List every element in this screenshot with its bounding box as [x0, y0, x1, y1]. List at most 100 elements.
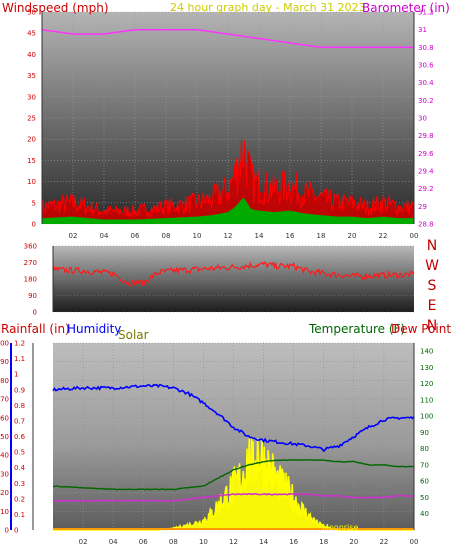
compass-label: E — [428, 298, 437, 314]
moonrise-label: Moonrise — [322, 523, 358, 532]
solar-area — [53, 437, 414, 530]
temp-tick-label: 80 — [420, 445, 429, 453]
dew-point-line — [52, 492, 415, 503]
barometer-tick-label: 30.4 — [418, 79, 434, 87]
barometer-tick-label: 30.8 — [418, 44, 434, 52]
temp-tick-label: 110 — [420, 396, 433, 404]
barometer-tick-label: 30.2 — [418, 97, 434, 105]
temp-tick-label: 50 — [420, 494, 429, 502]
direction-tick-label: 0 — [33, 309, 37, 317]
pct-tick-label: 30 — [0, 470, 9, 478]
temp-grid — [53, 342, 415, 531]
temp-x-tick-label: 04 — [109, 538, 118, 546]
wind-y-tick-label: 0 — [32, 221, 36, 229]
rain-tick-label: 0.3 — [14, 480, 25, 488]
rain-tick-label: 0.5 — [14, 449, 25, 457]
wind-x-tick-label: 10 — [193, 232, 202, 240]
wind-x-tick-label: 14 — [255, 232, 264, 240]
pct-tick-label: 80 — [0, 377, 9, 385]
temp-axis-ticks: 02 04 06 08 10 12 14 16 18 20 22 000102030405060708… — [0, 340, 433, 547]
barometer-tick-label: 29.4 — [418, 168, 434, 176]
wind-y-tick-label: 5 — [32, 199, 36, 207]
temp-x-tick-label: 22 — [379, 538, 388, 546]
temp-x-tick-label: 02 — [79, 538, 88, 546]
temperature-axis-title: Temperature (F) — [308, 322, 405, 336]
pct-tick-label: 90 — [0, 358, 9, 366]
pct-tick-label: 70 — [0, 396, 9, 404]
windspeed-axis-title: Windspeed (mph) — [2, 1, 109, 15]
barometer-tick-label: 29 — [418, 203, 427, 211]
wind-x-tick-label: 06 — [131, 232, 140, 240]
temp-tick-label: 120 — [420, 380, 433, 388]
wind-gust-area — [42, 139, 414, 224]
rain-tick-label: 0.1 — [14, 511, 25, 519]
compass-label: S — [428, 278, 437, 294]
wind-y-tick-label: 10 — [27, 178, 36, 186]
rain-tick-label: 0.2 — [14, 495, 25, 503]
humidity-axis-title: Humidity — [67, 322, 121, 336]
temp-x-tick-label: 16 — [289, 538, 298, 546]
temp-x-tick-label: 18 — [319, 538, 328, 546]
wind-x-tick-label: 18 — [317, 232, 326, 240]
wind-axis-ticks: 02 04 06 08 10 12 14 16 18 20 22 000510152025303540… — [27, 9, 434, 241]
wind-y-tick-label: 50 — [27, 9, 36, 17]
temp-tick-label: 60 — [420, 478, 429, 486]
rainfall-axis-title: Rainfall (in) — [1, 322, 70, 336]
pct-tick-label: 20 — [0, 489, 9, 497]
wind-direction-line — [52, 260, 415, 287]
temp-x-tick-label: 12 — [229, 538, 238, 546]
temp-tick-label: 130 — [420, 364, 433, 372]
direction-tick-label: 270 — [24, 259, 37, 267]
rain-tick-label: 0.6 — [14, 433, 26, 441]
rain-tick-label: 1 — [14, 371, 18, 379]
rain-tick-label: 1.2 — [14, 340, 25, 348]
temp-x-tick-label: 14 — [259, 538, 268, 546]
wind-grid — [42, 11, 415, 225]
rain-tick-label: 0 — [14, 527, 18, 535]
direction-tick-label: 360 — [24, 243, 37, 251]
temp-x-tick-label: 00 — [410, 538, 419, 546]
barometer-tick-label: 31 — [418, 26, 427, 34]
pct-tick-label: 60 — [0, 414, 9, 422]
dew-point-axis-title: Dew Point (F) — [391, 322, 456, 336]
barometer-axis-title: Barometer (in) — [362, 1, 450, 15]
temperature-line — [52, 459, 415, 491]
solar-axis-title: Solar — [118, 328, 149, 342]
humidity-line — [52, 383, 415, 453]
wind-y-tick-label: 25 — [27, 115, 36, 123]
barometer-tick-label: 29.6 — [418, 150, 434, 158]
temp-x-tick-label: 08 — [169, 538, 178, 546]
rain-tick-label: 1.1 — [14, 355, 25, 363]
temp-tick-label: 100 — [420, 413, 433, 421]
rain-tick-label: 0.7 — [14, 417, 25, 425]
wind-x-tick-label: 08 — [162, 232, 171, 240]
barometer-tick-label: 31.2 — [418, 9, 434, 17]
compass-label: N — [427, 238, 437, 254]
wind-y-tick-label: 30 — [27, 93, 36, 101]
wind-average-area — [42, 197, 414, 224]
wind-x-tick-label: 12 — [224, 232, 233, 240]
wind-y-tick-label: 35 — [27, 72, 36, 80]
chart-title: 24 hour graph day - March 31 2023 — [170, 1, 366, 14]
temp-tick-label: 140 — [420, 348, 433, 356]
pct-tick-label: 50 — [0, 433, 9, 441]
temp-x-tick-label: 10 — [199, 538, 208, 546]
rain-tick-label: 0.9 — [14, 386, 25, 394]
barometer-tick-label: 28.8 — [418, 221, 434, 229]
windspeed-line — [41, 138, 415, 219]
temp-tick-label: 90 — [420, 429, 429, 437]
pct-tick-label: 0 — [5, 527, 9, 535]
pct-tick-label: 100 — [0, 340, 9, 348]
temp-x-tick-label: 06 — [139, 538, 148, 546]
wind-y-tick-label: 45 — [27, 30, 36, 38]
pct-tick-label: 10 — [0, 508, 9, 516]
compass-label: W — [425, 258, 439, 274]
direction-tick-label: 90 — [28, 292, 37, 300]
wind-x-tick-label: 04 — [100, 232, 109, 240]
wind-y-tick-label: 15 — [27, 157, 36, 165]
temp-tick-label: 40 — [420, 510, 429, 518]
direction-tick-label: 180 — [24, 276, 37, 284]
temp-x-tick-label: 20 — [349, 538, 358, 546]
